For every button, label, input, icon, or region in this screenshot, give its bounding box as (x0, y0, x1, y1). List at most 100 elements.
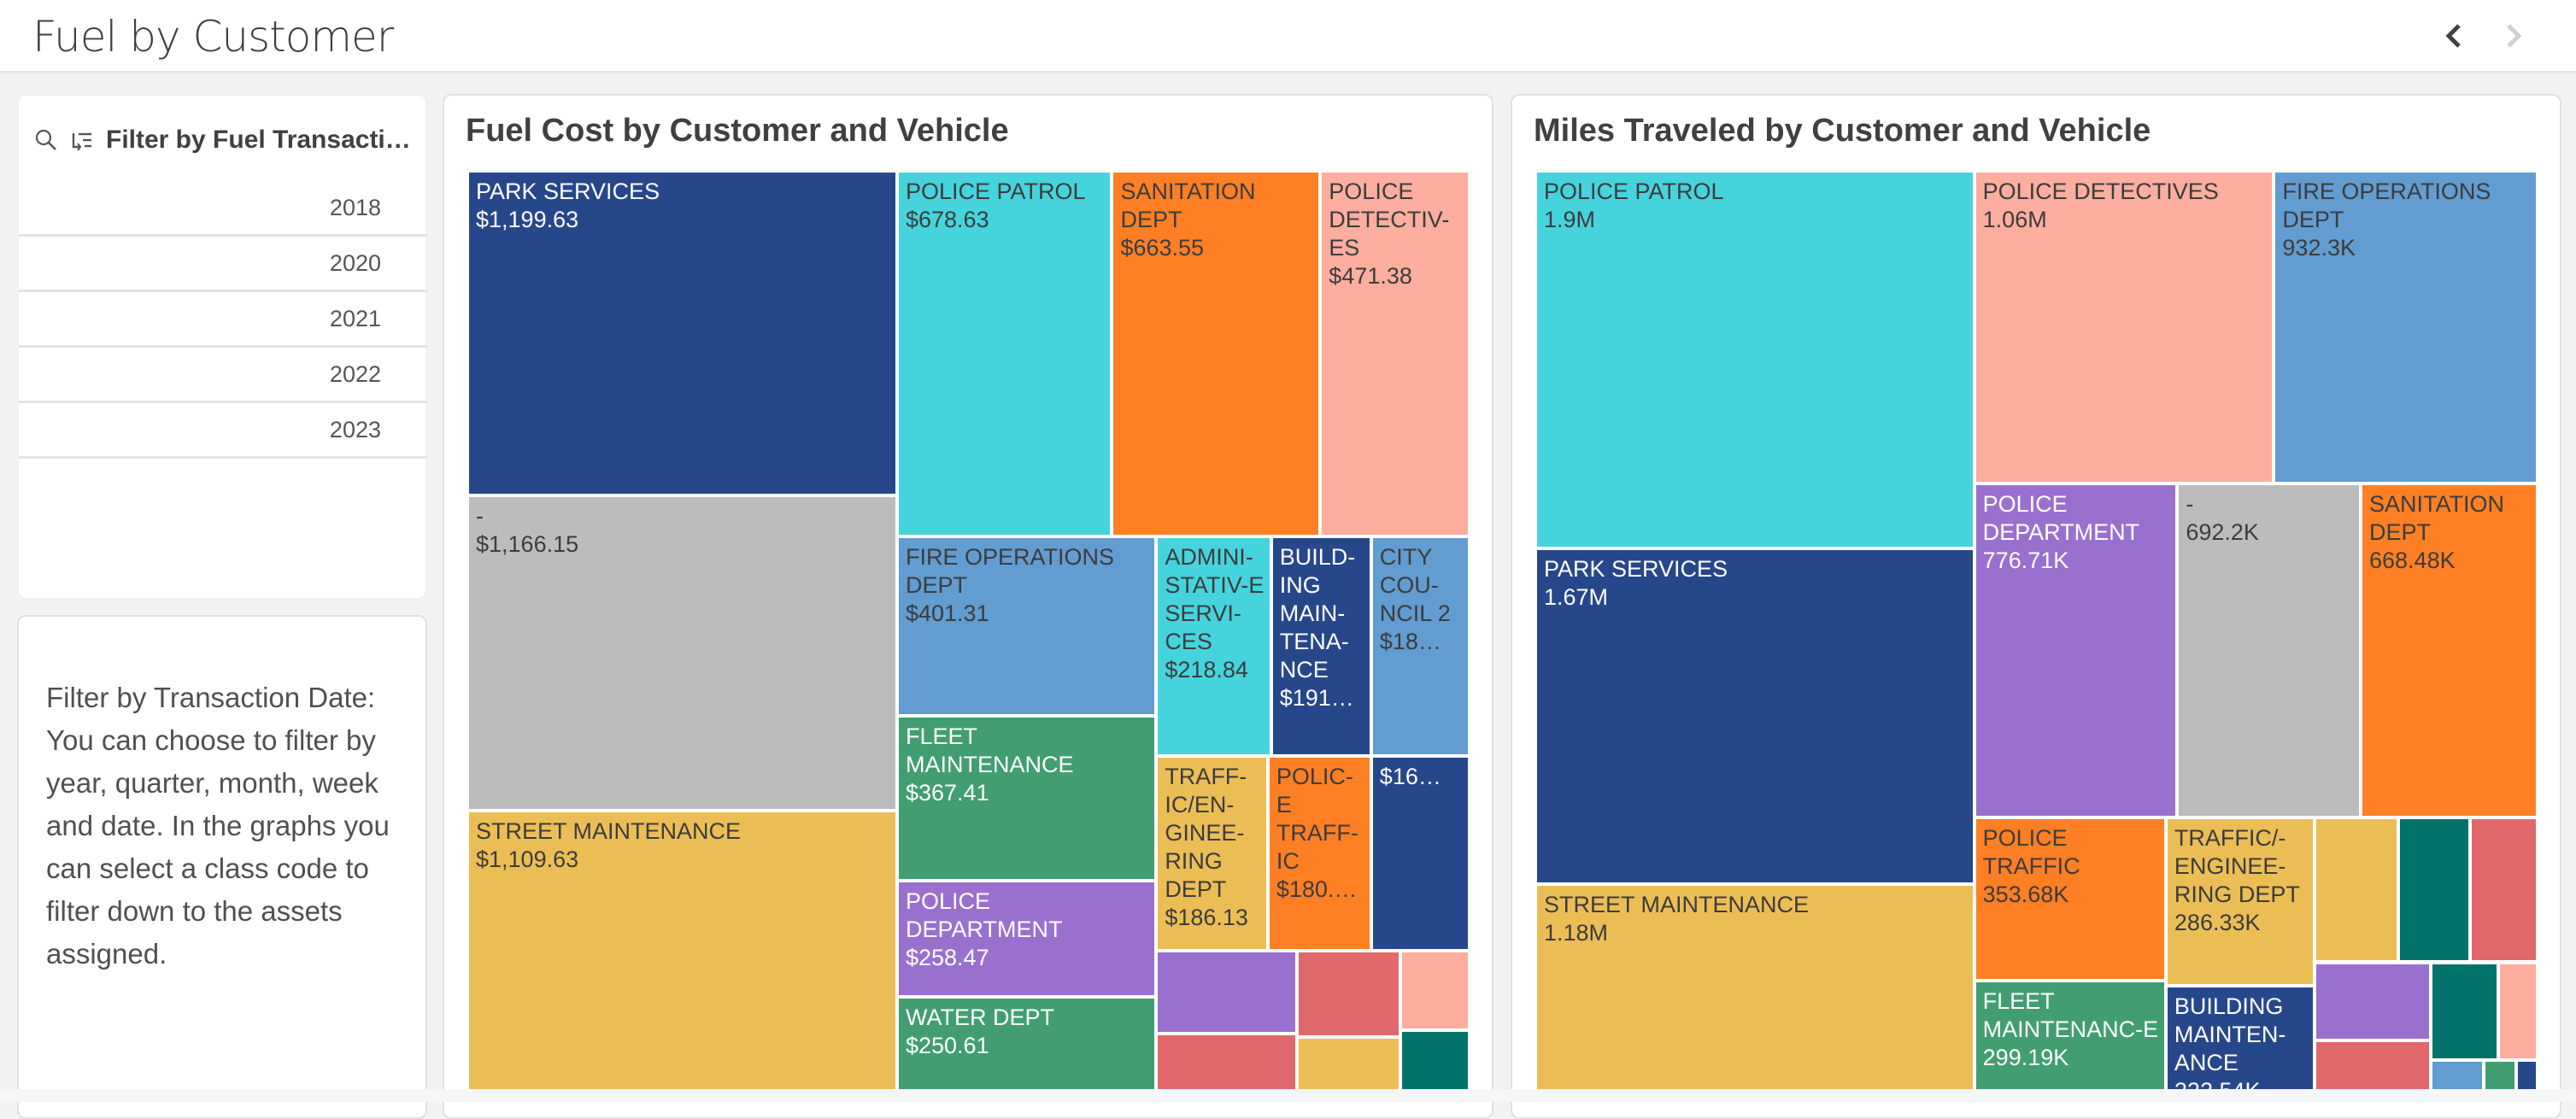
treemap-cell[interactable] (1156, 950, 1298, 1034)
treemap-cell-label: POLICE DETECTIVES 1.06M (1983, 178, 2269, 234)
filter-year-list: 2018 2020 2021 2022 2023 (19, 181, 427, 459)
treemap-cell[interactable]: FIRE OPERATIONS DEPT $401.31 (896, 536, 1157, 717)
cell-value-label: $186.13 (1165, 905, 1248, 931)
treemap-cell[interactable]: FIRE OPERATIONS DEPT 932.3k (2274, 171, 2538, 483)
filter-title: Filter by Fuel Transacti… (106, 126, 411, 154)
treemap-cell[interactable]: POLICE DETECTIVES 1.06M (1974, 171, 2274, 483)
cell-value-label: 1.18M (1544, 920, 1609, 946)
treemap-cell[interactable]: CITY COU-NCIL 2 $18… (1370, 536, 1470, 757)
cell-value-label: $18… (1379, 629, 1441, 655)
treemap-cell[interactable]: STREET MAINTENANCE 1.18M (1535, 884, 1975, 1102)
treemap-cell[interactable]: SANITATION DEPT $663.55 (1112, 171, 1321, 537)
cell-value-label: 1.9M (1544, 207, 1596, 232)
treemap-cell-label: POLICE DETECTIV-ES $471.38 (1329, 178, 1464, 290)
filter-item-2018[interactable]: 2018 (19, 181, 427, 237)
treemap-cell[interactable]: POLICE DEPARTMENT $258.47 (896, 881, 1157, 998)
cell-value-label: $678.63 (905, 207, 989, 232)
cell-category-label: STREET MAINTENANCE (476, 818, 742, 845)
filter-header[interactable]: Filter by Fuel Transacti… (34, 126, 411, 155)
cell-category-label: - (2186, 490, 2194, 517)
cell-category-label: BUILDING MAINTEN-ANCE (2174, 993, 2286, 1075)
previous-sheet-button[interactable] (2435, 17, 2473, 55)
cell-value-label: $471.38 (1329, 263, 1412, 289)
fuel-cost-chart-title: Fuel Cost by Customer and Vehicle (466, 113, 1009, 149)
cell-category-label: WATER DEPT (905, 1005, 1054, 1031)
cell-category-label: SANITATION DEPT (1120, 179, 1256, 232)
treemap-cell-label: TRAFF-IC/EN-GINEE-RING DEPT $186.13 (1165, 763, 1263, 932)
treemap-cell[interactable] (2398, 817, 2471, 963)
miles-treemap: POLICE PATROL 1.9M PARK SERVICES 1.67M STREE… (1535, 171, 2538, 1102)
fuel-cost-treemap: PARK SERVICES $1,199.63 - $1,166.15 STREET M… (467, 171, 1470, 1102)
treemap-cell[interactable] (2315, 962, 2432, 1040)
treemap-cell[interactable]: POLICE DEPARTMENT 776.71k (1974, 483, 2178, 818)
treemap-cell-label: ADMINI-STATIV-E SERVI-CES $218.84 (1165, 543, 1265, 684)
miles-chart-title: Miles Traveled by Customer and Vehicle (1534, 113, 2151, 149)
filter-item-2021[interactable]: 2021 (19, 292, 427, 348)
treemap-cell[interactable]: SANITATION DEPT 668.48k (2361, 483, 2538, 818)
cell-category-label: TRAFFIC/-ENGINEE-RING DEPT (2174, 825, 2300, 908)
cell-category-label: STREET MAINTENANCE (1544, 892, 1810, 918)
cell-category-label: POLICE DETECTIVES (1982, 179, 2219, 204)
treemap-cell-label: POLICE DEPARTMENT 776.71k (1983, 490, 2173, 575)
treemap-cell[interactable]: FLEET MAINTENANCE $367.41 (896, 716, 1157, 882)
treemap-cell[interactable] (1400, 950, 1470, 1031)
treemap-cell[interactable]: STREET MAINTENANCE $1,109.63 (467, 811, 897, 1102)
chevron-right-icon (2507, 24, 2522, 48)
treemap-cell[interactable] (1297, 950, 1401, 1038)
treemap-cell-label: POLICE PATROL $678.63 (906, 178, 1106, 234)
filter-item-2023[interactable]: 2023 (19, 403, 427, 459)
treemap-cell[interactable] (2431, 962, 2498, 1061)
treemap-cell[interactable]: POLICE PATROL 1.9M (1535, 171, 1975, 548)
treemap-cell-label: BUILD-ING MAIN-TENA-NCE $191… (1280, 543, 1366, 712)
treemap-cell[interactable]: POLIC-E TRAFF-IC $180.… (1267, 756, 1371, 951)
treemap-cell[interactable]: TRAFF-IC/EN-GINEE-RING DEPT $186.13 (1156, 756, 1268, 951)
search-icon[interactable] (34, 128, 58, 152)
treemap-cell[interactable]: ADMINI-STATIV-E SERVI-CES $218.84 (1156, 536, 1271, 757)
treemap-cell-label: BUILDING MAINTEN-ANCE222.54k (2174, 993, 2309, 1102)
cell-category-label: SANITATION DEPT (2369, 490, 2505, 545)
filter-item-2022[interactable]: 2022 (19, 348, 427, 403)
cell-category-label: PARK SERVICES (476, 179, 660, 204)
treemap-cell[interactable] (2470, 817, 2538, 963)
treemap-cell[interactable]: $16… (1370, 756, 1470, 951)
treemap-cell[interactable]: PARK SERVICES 1.67M (1535, 548, 1975, 884)
treemap-cell-label: CITY COU-NCIL 2 $18… (1380, 543, 1464, 656)
cell-value-label: $180.… (1276, 876, 1358, 903)
treemap-cell-label: FLEET MAINTENANC-E 299.19k (1983, 987, 2161, 1072)
cell-value-label: 1.67M (1544, 583, 1609, 610)
treemap-cell[interactable]: PARK SERVICES $1,199.63 (467, 171, 897, 495)
filter-item-2020[interactable]: 2020 (19, 237, 427, 292)
cell-value-label: 286.33k (2174, 910, 2261, 936)
treemap-cell-label: SANITATION DEPT $663.55 (1120, 178, 1315, 262)
next-sheet-button[interactable] (2495, 17, 2532, 55)
treemap-cell[interactable]: BUILD-ING MAIN-TENA-NCE $191… (1270, 536, 1371, 757)
cell-value-label: $367.41 (905, 780, 989, 806)
treemap-cell-label: POLICE TRAFFIC 353.68k (1983, 824, 2161, 909)
cell-value-label: $663.55 (1120, 235, 1205, 261)
bottom-edge (0, 1089, 2576, 1102)
cell-value-label: $1,109.63 (476, 847, 579, 873)
cell-value-label: 776.71k (1982, 547, 2069, 573)
treemap-cell[interactable]: BUILDING MAINTEN-ANCE222.54k (2165, 985, 2315, 1102)
treemap-cell[interactable]: POLICE PATROL $678.63 (896, 171, 1112, 537)
treemap-cell[interactable] (1400, 1030, 1470, 1093)
cell-category-label: POLICE DEPARTMENT (905, 888, 1063, 943)
treemap-cell[interactable]: WATER DEPT $250.61 (896, 997, 1157, 1102)
treemap-cell[interactable]: FLEET MAINTENANC-E 299.19k (1974, 980, 2166, 1102)
cell-category-label: BUILD-ING MAIN-TENA-NCE (1279, 544, 1356, 683)
treemap-cell-label: SANITATION DEPT 668.48k (2369, 490, 2532, 575)
treemap-cell-label: - $1,166.15 (476, 502, 892, 559)
cell-category-label: CITY COU-NCIL 2 (1379, 544, 1451, 627)
treemap-cell[interactable]: TRAFFIC/-ENGINEE-RING DEPT 286.33k (2165, 817, 2315, 986)
treemap-cell[interactable]: -692.2k (2177, 483, 2361, 818)
treemap-cell[interactable]: POLICE DETECTIV-ES $471.38 (1320, 171, 1470, 537)
treemap-cell[interactable]: POLICE TRAFFIC 353.68k (1974, 817, 2166, 981)
cell-category-label: POLICE PATROL (1544, 179, 1724, 204)
treemap-cell[interactable] (2315, 817, 2399, 963)
cell-value-label: 299.19k (1982, 1044, 2069, 1070)
treemap-cell[interactable] (2498, 962, 2538, 1061)
cell-value-label: 353.68k (1982, 882, 2069, 908)
treemap-cell[interactable]: - $1,166.15 (467, 495, 897, 811)
cell-value-label: $258.47 (905, 945, 989, 971)
list-selection-icon[interactable] (70, 128, 94, 152)
